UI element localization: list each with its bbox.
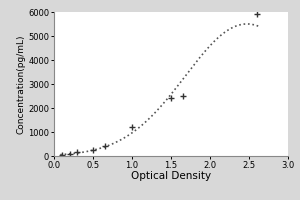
Y-axis label: Concentration(pg/mL): Concentration(pg/mL) [16,34,25,134]
X-axis label: Optical Density: Optical Density [131,171,211,181]
